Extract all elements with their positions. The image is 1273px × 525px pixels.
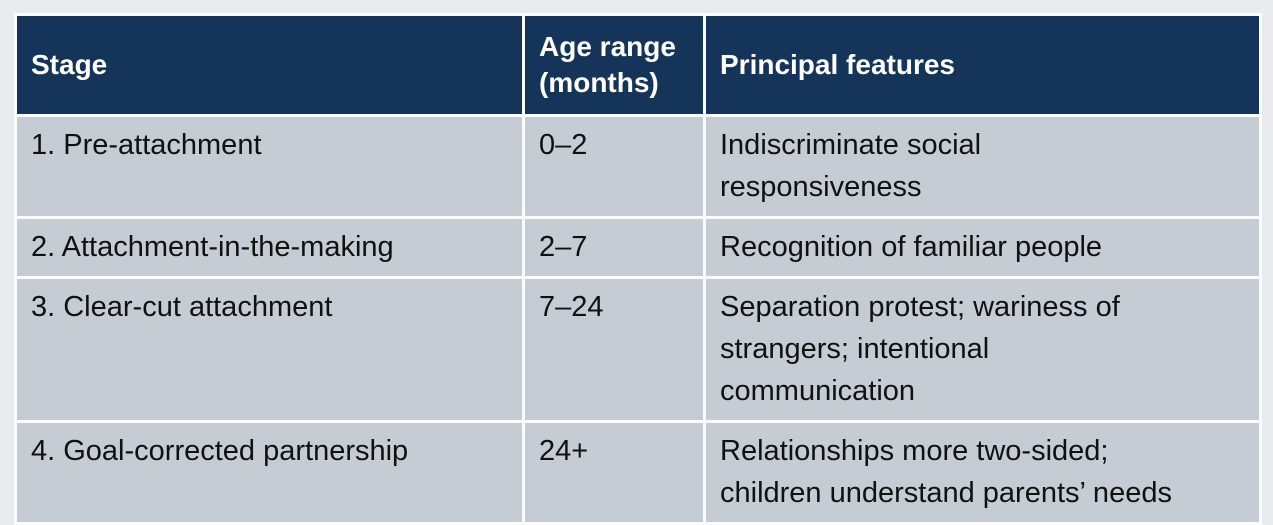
cell-features: Recognition of familiar people — [703, 216, 1262, 280]
cell-age-range: 0–2 — [522, 113, 706, 220]
cell-stage: 3. Clear-cut attachment — [14, 276, 525, 424]
attachment-stages-table-container: Stage Age range (months) Principal featu… — [14, 13, 1262, 525]
cell-features: Indiscriminate social responsiveness — [703, 113, 1262, 220]
cell-features: Relationships more two-sided; children u… — [703, 420, 1262, 525]
cell-stage: 1. Pre-attachment — [14, 113, 525, 220]
cell-age-range: 2–7 — [522, 216, 706, 280]
column-header-stage: Stage — [14, 13, 525, 117]
cell-age-range: 24+ — [522, 420, 706, 525]
table-row: 4. Goal-corrected partnership 24+ Relati… — [14, 420, 1262, 525]
cell-features: Separation protest; wariness of stranger… — [703, 276, 1262, 424]
attachment-stages-table: Stage Age range (months) Principal featu… — [14, 13, 1262, 525]
table-header-row: Stage Age range (months) Principal featu… — [14, 13, 1262, 117]
column-header-principal-features: Principal features — [703, 13, 1262, 117]
table-row: 3. Clear-cut attachment 7–24 Separation … — [14, 276, 1262, 424]
table-row: 2. Attachment-in-the-making 2–7 Recognit… — [14, 216, 1262, 280]
column-header-age-range: Age range (months) — [522, 13, 706, 117]
cell-stage: 4. Goal-corrected partnership — [14, 420, 525, 525]
cell-stage: 2. Attachment-in-the-making — [14, 216, 525, 280]
table-row: 1. Pre-attachment 0–2 Indiscriminate soc… — [14, 113, 1262, 220]
cell-age-range: 7–24 — [522, 276, 706, 424]
